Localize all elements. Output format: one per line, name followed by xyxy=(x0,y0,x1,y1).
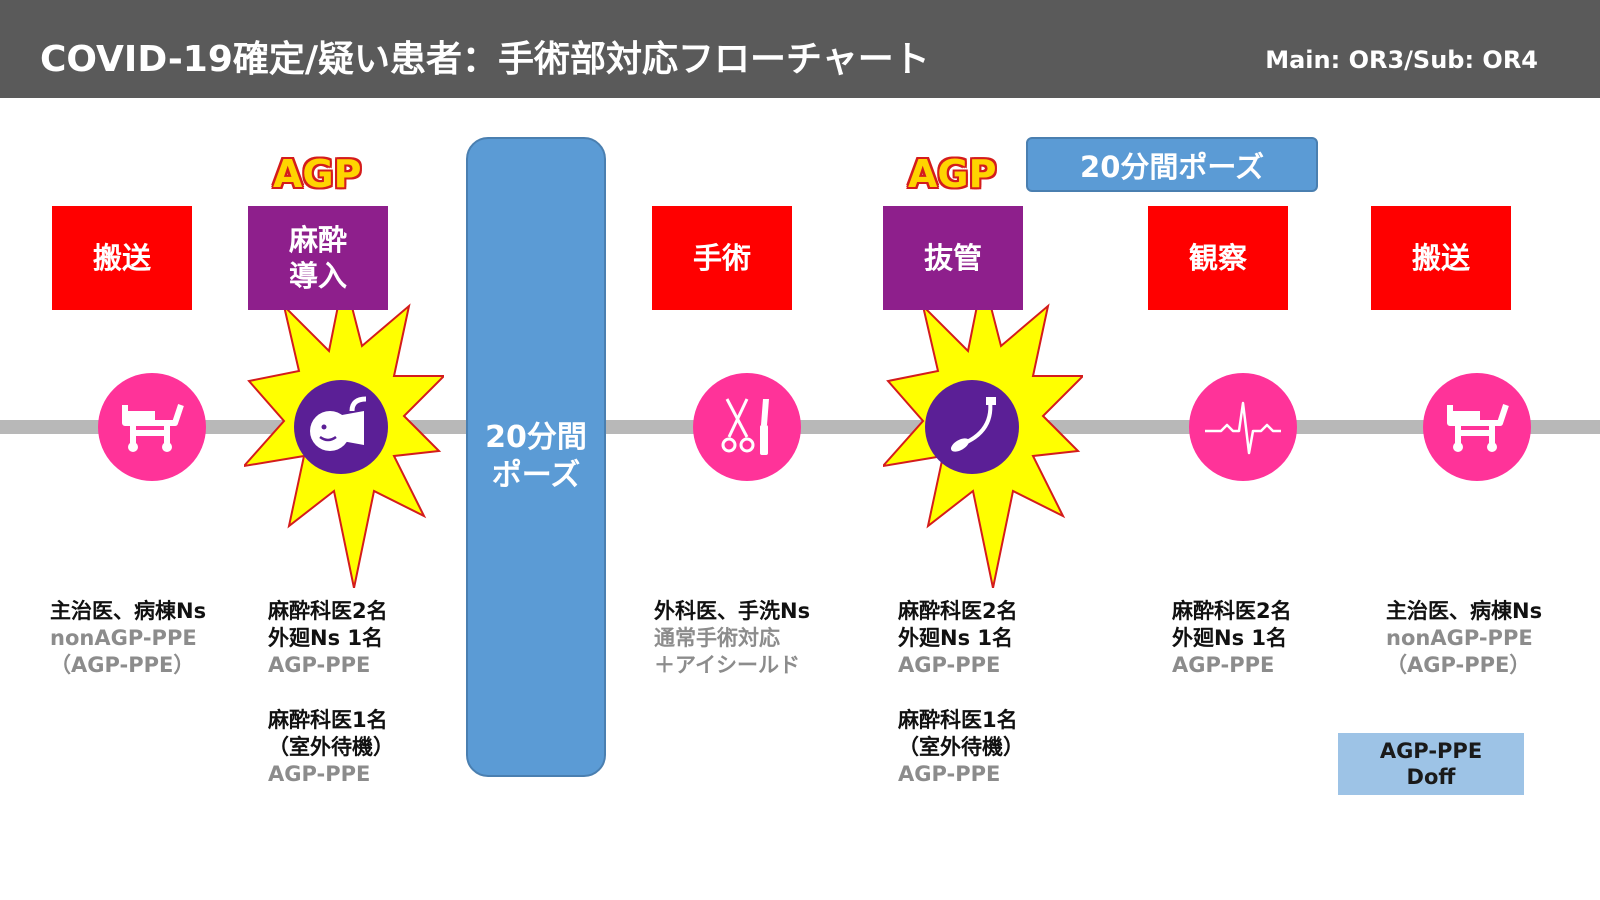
staff-line: 麻酔科医2名 xyxy=(898,599,1018,623)
step-callout-extubation: 抜管 xyxy=(883,206,1023,310)
step-callout-transport-out: 搬送 xyxy=(1371,206,1511,310)
staff-line: 主治医、病棟Ns xyxy=(1386,599,1543,623)
ppe-line: AGP-PPE xyxy=(268,653,371,677)
step-label: 麻酔 導入 xyxy=(288,223,347,293)
step-label: 観察 xyxy=(1188,241,1247,275)
agp-label-induction: AGP xyxy=(273,152,362,196)
staff-line: 外廻Ns 1名 xyxy=(268,626,383,650)
ppe-line: nonAGP-PPE xyxy=(1386,626,1533,650)
step-circle-transport-out xyxy=(1423,373,1531,481)
staff-line: （室外待機） xyxy=(898,735,1024,759)
staff-info-observation: 麻酔科医2名 外廻Ns 1名 AGP-PPE xyxy=(1172,598,1292,679)
endotracheal-tube-icon xyxy=(950,397,996,452)
staff-info-induction: 麻酔科医2名 外廻Ns 1名 AGP-PPE 麻酔科医1名 （室外待機） AGP… xyxy=(268,598,394,788)
staff-line: （室外待機） xyxy=(268,735,394,759)
step-circle-extubation xyxy=(925,380,1019,474)
step-callout-induction: 麻酔 導入 xyxy=(248,206,388,310)
ppe-line: AGP-PPE xyxy=(898,653,1001,677)
staff-line: 外廻Ns 1名 xyxy=(898,626,1013,650)
anesthesia-mask-icon xyxy=(310,396,367,451)
ppe-line: AGP-PPE xyxy=(1172,653,1275,677)
ppe-line: （AGP-PPE） xyxy=(1386,653,1531,677)
ppe-line: 通常手術対応 xyxy=(654,626,780,650)
step-label: 抜管 xyxy=(923,241,982,275)
ppe-line: AGP-PPE xyxy=(268,762,371,786)
step-callout-observation: 観察 xyxy=(1148,206,1288,310)
agp-label-extubation: AGP xyxy=(908,152,997,196)
staff-line: 麻酔科医2名 xyxy=(268,599,388,623)
surgical-instruments-icon xyxy=(721,398,769,455)
ppe-line: （AGP-PPE） xyxy=(50,653,195,677)
header-bar: COVID-19確定/疑い患者：手術部対応フローチャート Main: OR3/S… xyxy=(0,0,1600,98)
heartbeat-icon xyxy=(1205,401,1281,455)
staff-line: 主治医、病棟Ns xyxy=(50,599,207,623)
pause-bar-20min: 20分間 ポーズ xyxy=(466,137,606,777)
pause-bar-label: 20分間 ポーズ xyxy=(485,420,587,493)
staff-line: 外科医、手洗Ns xyxy=(654,599,811,623)
step-circle-observation xyxy=(1189,373,1297,481)
ppe-line: nonAGP-PPE xyxy=(50,626,197,650)
pause-pill-label: 20分間ポーズ xyxy=(1080,149,1264,184)
doff-note-label: AGP-PPE Doff xyxy=(1379,739,1483,789)
staff-line: 麻酔科医1名 xyxy=(898,708,1018,732)
step-label: 搬送 xyxy=(1411,241,1470,275)
stretcher-icon xyxy=(1447,404,1509,452)
staff-info-transport-in: 主治医、病棟Ns nonAGP-PPE （AGP-PPE） xyxy=(50,598,206,679)
stretcher-icon xyxy=(122,404,184,452)
page-title: COVID-19確定/疑い患者：手術部対応フローチャート xyxy=(40,39,930,80)
or-room-label: Main: OR3/Sub: OR4 xyxy=(1265,46,1538,74)
staff-info-surgery: 外科医、手洗Ns 通常手術対応 ＋アイシールド xyxy=(654,598,810,679)
step-callout-surgery: 手術 xyxy=(652,206,792,310)
step-circle-surgery xyxy=(693,373,801,481)
step-callout-transport-in: 搬送 xyxy=(52,206,192,310)
step-circle-transport-in xyxy=(98,373,206,481)
staff-info-extubation: 麻酔科医2名 外廻Ns 1名 AGP-PPE 麻酔科医1名 （室外待機） AGP… xyxy=(898,598,1024,788)
staff-line: 麻酔科医1名 xyxy=(268,708,388,732)
doff-note: AGP-PPE Doff xyxy=(1338,733,1524,795)
staff-info-transport-out: 主治医、病棟Ns nonAGP-PPE （AGP-PPE） xyxy=(1386,598,1542,679)
ppe-line: ＋アイシールド xyxy=(654,653,800,677)
staff-line: 外廻Ns 1名 xyxy=(1172,626,1287,650)
step-label: 手術 xyxy=(692,241,751,275)
ppe-line: AGP-PPE xyxy=(898,762,1001,786)
staff-line: 麻酔科医2名 xyxy=(1172,599,1292,623)
pause-pill-20min: 20分間ポーズ xyxy=(1026,137,1318,192)
step-circle-induction xyxy=(294,380,388,474)
step-label: 搬送 xyxy=(92,241,151,275)
